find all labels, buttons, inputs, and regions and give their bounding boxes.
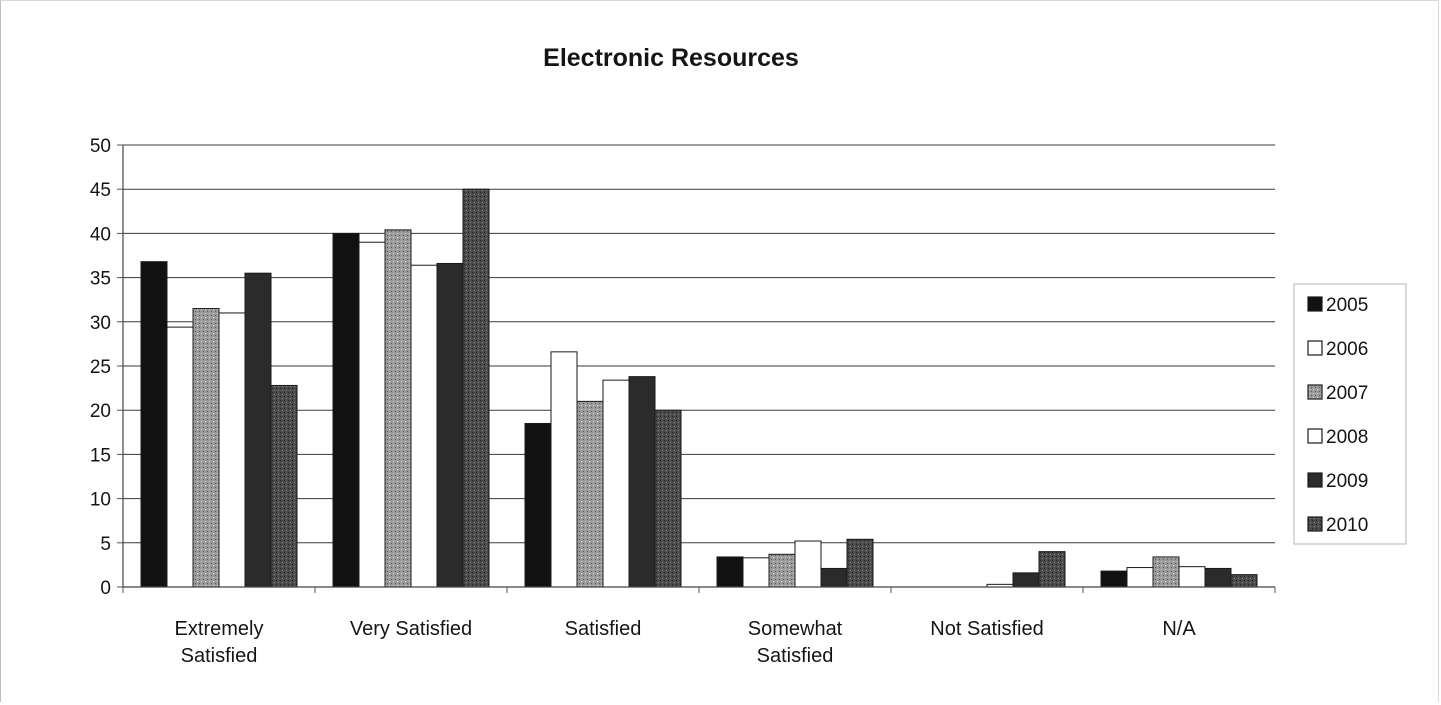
bar-2008	[794, 540, 822, 588]
category-label: Extremely Satisfied	[175, 618, 264, 667]
gridlines	[123, 144, 1275, 544]
y-axis: 0 5 10 15 20 25 30 35 40 45 50	[90, 136, 124, 599]
bar-2006	[358, 241, 386, 588]
bar-2007	[576, 400, 604, 588]
y-tick-label: 35	[90, 269, 111, 290]
legend-label: 2008	[1326, 427, 1368, 448]
bar-2010	[462, 188, 490, 588]
bar-2006	[1126, 567, 1154, 588]
legend-label: 2006	[1326, 339, 1368, 360]
bar-2006	[550, 351, 578, 588]
y-tick-label: 20	[90, 401, 111, 422]
bar-2005	[716, 556, 744, 588]
bar-2010	[1038, 551, 1066, 588]
category-label: Satisfied	[565, 618, 642, 640]
category-label: Not Satisfied	[930, 618, 1043, 640]
bar-2009	[628, 376, 656, 588]
bar-2008	[410, 264, 438, 588]
legend: 2005 2006 2007 2008 2009 2010	[1293, 283, 1407, 545]
legend-label: 2009	[1326, 471, 1368, 492]
bar-2009	[244, 272, 272, 588]
y-tick-label: 0	[100, 578, 111, 599]
category-label: Somewhat Satisfied	[748, 618, 843, 667]
bar-2009	[436, 262, 464, 588]
y-tick-label: 40	[90, 224, 111, 245]
bar-2008	[218, 312, 246, 588]
legend-swatch-2010	[1307, 516, 1323, 532]
bar-2005	[524, 422, 552, 588]
category-label: N/A	[1162, 618, 1196, 640]
bar-2007	[384, 229, 412, 588]
bar-2010	[1230, 574, 1258, 588]
bar-2009	[1204, 567, 1232, 588]
bar-2008	[1178, 566, 1206, 588]
chart-title: Electronic Resources	[543, 44, 799, 72]
bar-2006	[166, 326, 194, 588]
x-axis: Extremely Satisfied Very Satisfied Satisfie…	[122, 586, 1276, 667]
bar-2009	[1012, 572, 1040, 588]
bar-2007	[768, 553, 796, 588]
y-tick-label: 45	[90, 180, 111, 201]
legend-swatch-2007	[1307, 384, 1323, 400]
legend-swatch-2005	[1307, 296, 1323, 312]
y-tick-label: 25	[90, 357, 111, 378]
legend-label: 2010	[1326, 515, 1368, 536]
bar-2005	[332, 232, 360, 588]
bar-2010	[270, 384, 298, 588]
legend-box	[1293, 283, 1407, 545]
bar-2007	[1152, 556, 1180, 588]
y-tick-label: 30	[90, 313, 111, 334]
y-tick-label: 15	[90, 445, 111, 466]
y-tick-label: 5	[100, 534, 111, 555]
y-tick-label: 10	[90, 490, 111, 511]
bar-2008	[602, 379, 630, 588]
bar-2010	[654, 409, 682, 588]
legend-swatch-2009	[1307, 472, 1323, 488]
bar-2010	[846, 538, 874, 588]
legend-label: 2005	[1326, 295, 1368, 316]
bar-2005	[140, 261, 168, 588]
y-tick-label: 50	[90, 136, 111, 157]
bar-2009	[820, 567, 848, 588]
legend-label: 2007	[1326, 383, 1368, 404]
legend-swatch-2008	[1307, 428, 1323, 444]
bar-2005	[1100, 570, 1128, 588]
legend-swatch-2006	[1307, 340, 1323, 356]
bar-2006	[742, 557, 770, 588]
bar-2007	[192, 308, 220, 588]
category-label: Very Satisfied	[350, 618, 472, 640]
bars	[140, 188, 1258, 588]
